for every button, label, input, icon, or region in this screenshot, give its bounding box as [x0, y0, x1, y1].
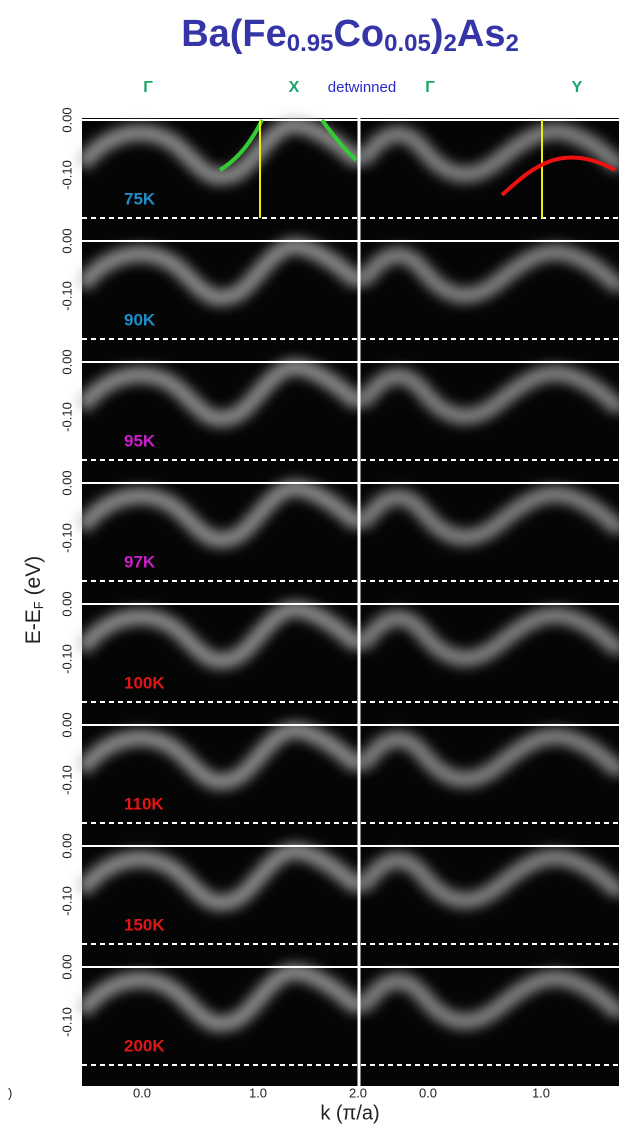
y-tick-label: 0.00: [59, 954, 74, 979]
band: [357, 486, 619, 546]
top-label: Γ: [143, 79, 153, 96]
title-subscript: 2: [444, 30, 457, 57]
fit-curve: [320, 118, 358, 162]
band: [75, 480, 367, 548]
y-tick-label: 0.00: [59, 107, 74, 132]
y-label-sub: F: [31, 601, 46, 609]
stray-text: ): [8, 1085, 12, 1100]
y-tick-label: 0.00: [59, 591, 74, 616]
y-tick-label: -0.10: [59, 160, 74, 190]
temperature-label: 95K: [124, 431, 156, 450]
temperature-label: 110K: [124, 794, 164, 813]
y-label-main: E-E: [22, 609, 45, 644]
title-text: Co: [333, 13, 384, 55]
y-tick-label: 0.00: [59, 712, 74, 737]
temperature-label: 200K: [124, 1036, 165, 1055]
x-axis-label: k (π/a): [320, 1102, 379, 1124]
temperature-label: 90K: [124, 310, 156, 329]
x-tick-label: 1.0: [532, 1085, 550, 1100]
band: [75, 722, 367, 790]
y-tick-label: -0.10: [59, 402, 74, 432]
band: [357, 970, 619, 1030]
top-label: X: [289, 79, 300, 96]
y-axis-label: E-EF (eV): [22, 556, 47, 644]
band: [75, 964, 367, 1032]
band: [357, 607, 619, 667]
top-label: detwinned: [328, 79, 396, 96]
y-tick-label: -0.10: [59, 765, 74, 795]
temperature-label: 150K: [124, 915, 165, 934]
title-text: ): [431, 13, 444, 55]
band: [357, 728, 619, 788]
y-tick-label: -0.10: [59, 1007, 74, 1037]
top-label: Γ: [425, 79, 435, 96]
title-subscript: 0.95: [287, 30, 334, 57]
title: Ba(Fe0.95Co0.05)2As2: [181, 13, 519, 57]
y-tick-label: -0.10: [59, 523, 74, 553]
title-subscript: 0.05: [384, 30, 431, 57]
band: [75, 359, 367, 427]
y-tick-label: 0.00: [59, 470, 74, 495]
band: [75, 238, 367, 306]
title-text: Ba(Fe: [181, 13, 287, 55]
band: [357, 123, 619, 183]
title-text: As: [457, 13, 506, 55]
title-subscript: 2: [505, 30, 518, 57]
temperature-label: 97K: [124, 552, 156, 571]
fit-curve: [218, 119, 264, 172]
y-tick-label: -0.10: [59, 644, 74, 674]
band: [75, 843, 367, 911]
x-tick-label: 1.0: [249, 1085, 267, 1100]
band: [75, 601, 367, 669]
y-tick-label: 0.00: [59, 228, 74, 253]
fit-curve: [500, 155, 616, 197]
temperature-label: 75K: [124, 189, 156, 208]
y-label-unit: (eV): [22, 556, 45, 602]
band: [357, 849, 619, 909]
top-label: Y: [572, 79, 583, 96]
y-tick-label: -0.10: [59, 281, 74, 311]
x-tick-label: 2.0: [349, 1085, 367, 1100]
band: [357, 365, 619, 425]
temperature-label: 100K: [124, 673, 165, 692]
y-tick-label: 0.00: [59, 833, 74, 858]
y-tick-label: -0.10: [59, 886, 74, 916]
band: [75, 117, 367, 185]
x-tick-label: 0.0: [133, 1085, 151, 1100]
y-tick-label: 0.00: [59, 349, 74, 374]
x-tick-label: 0.0: [419, 1085, 437, 1100]
band: [357, 244, 619, 304]
